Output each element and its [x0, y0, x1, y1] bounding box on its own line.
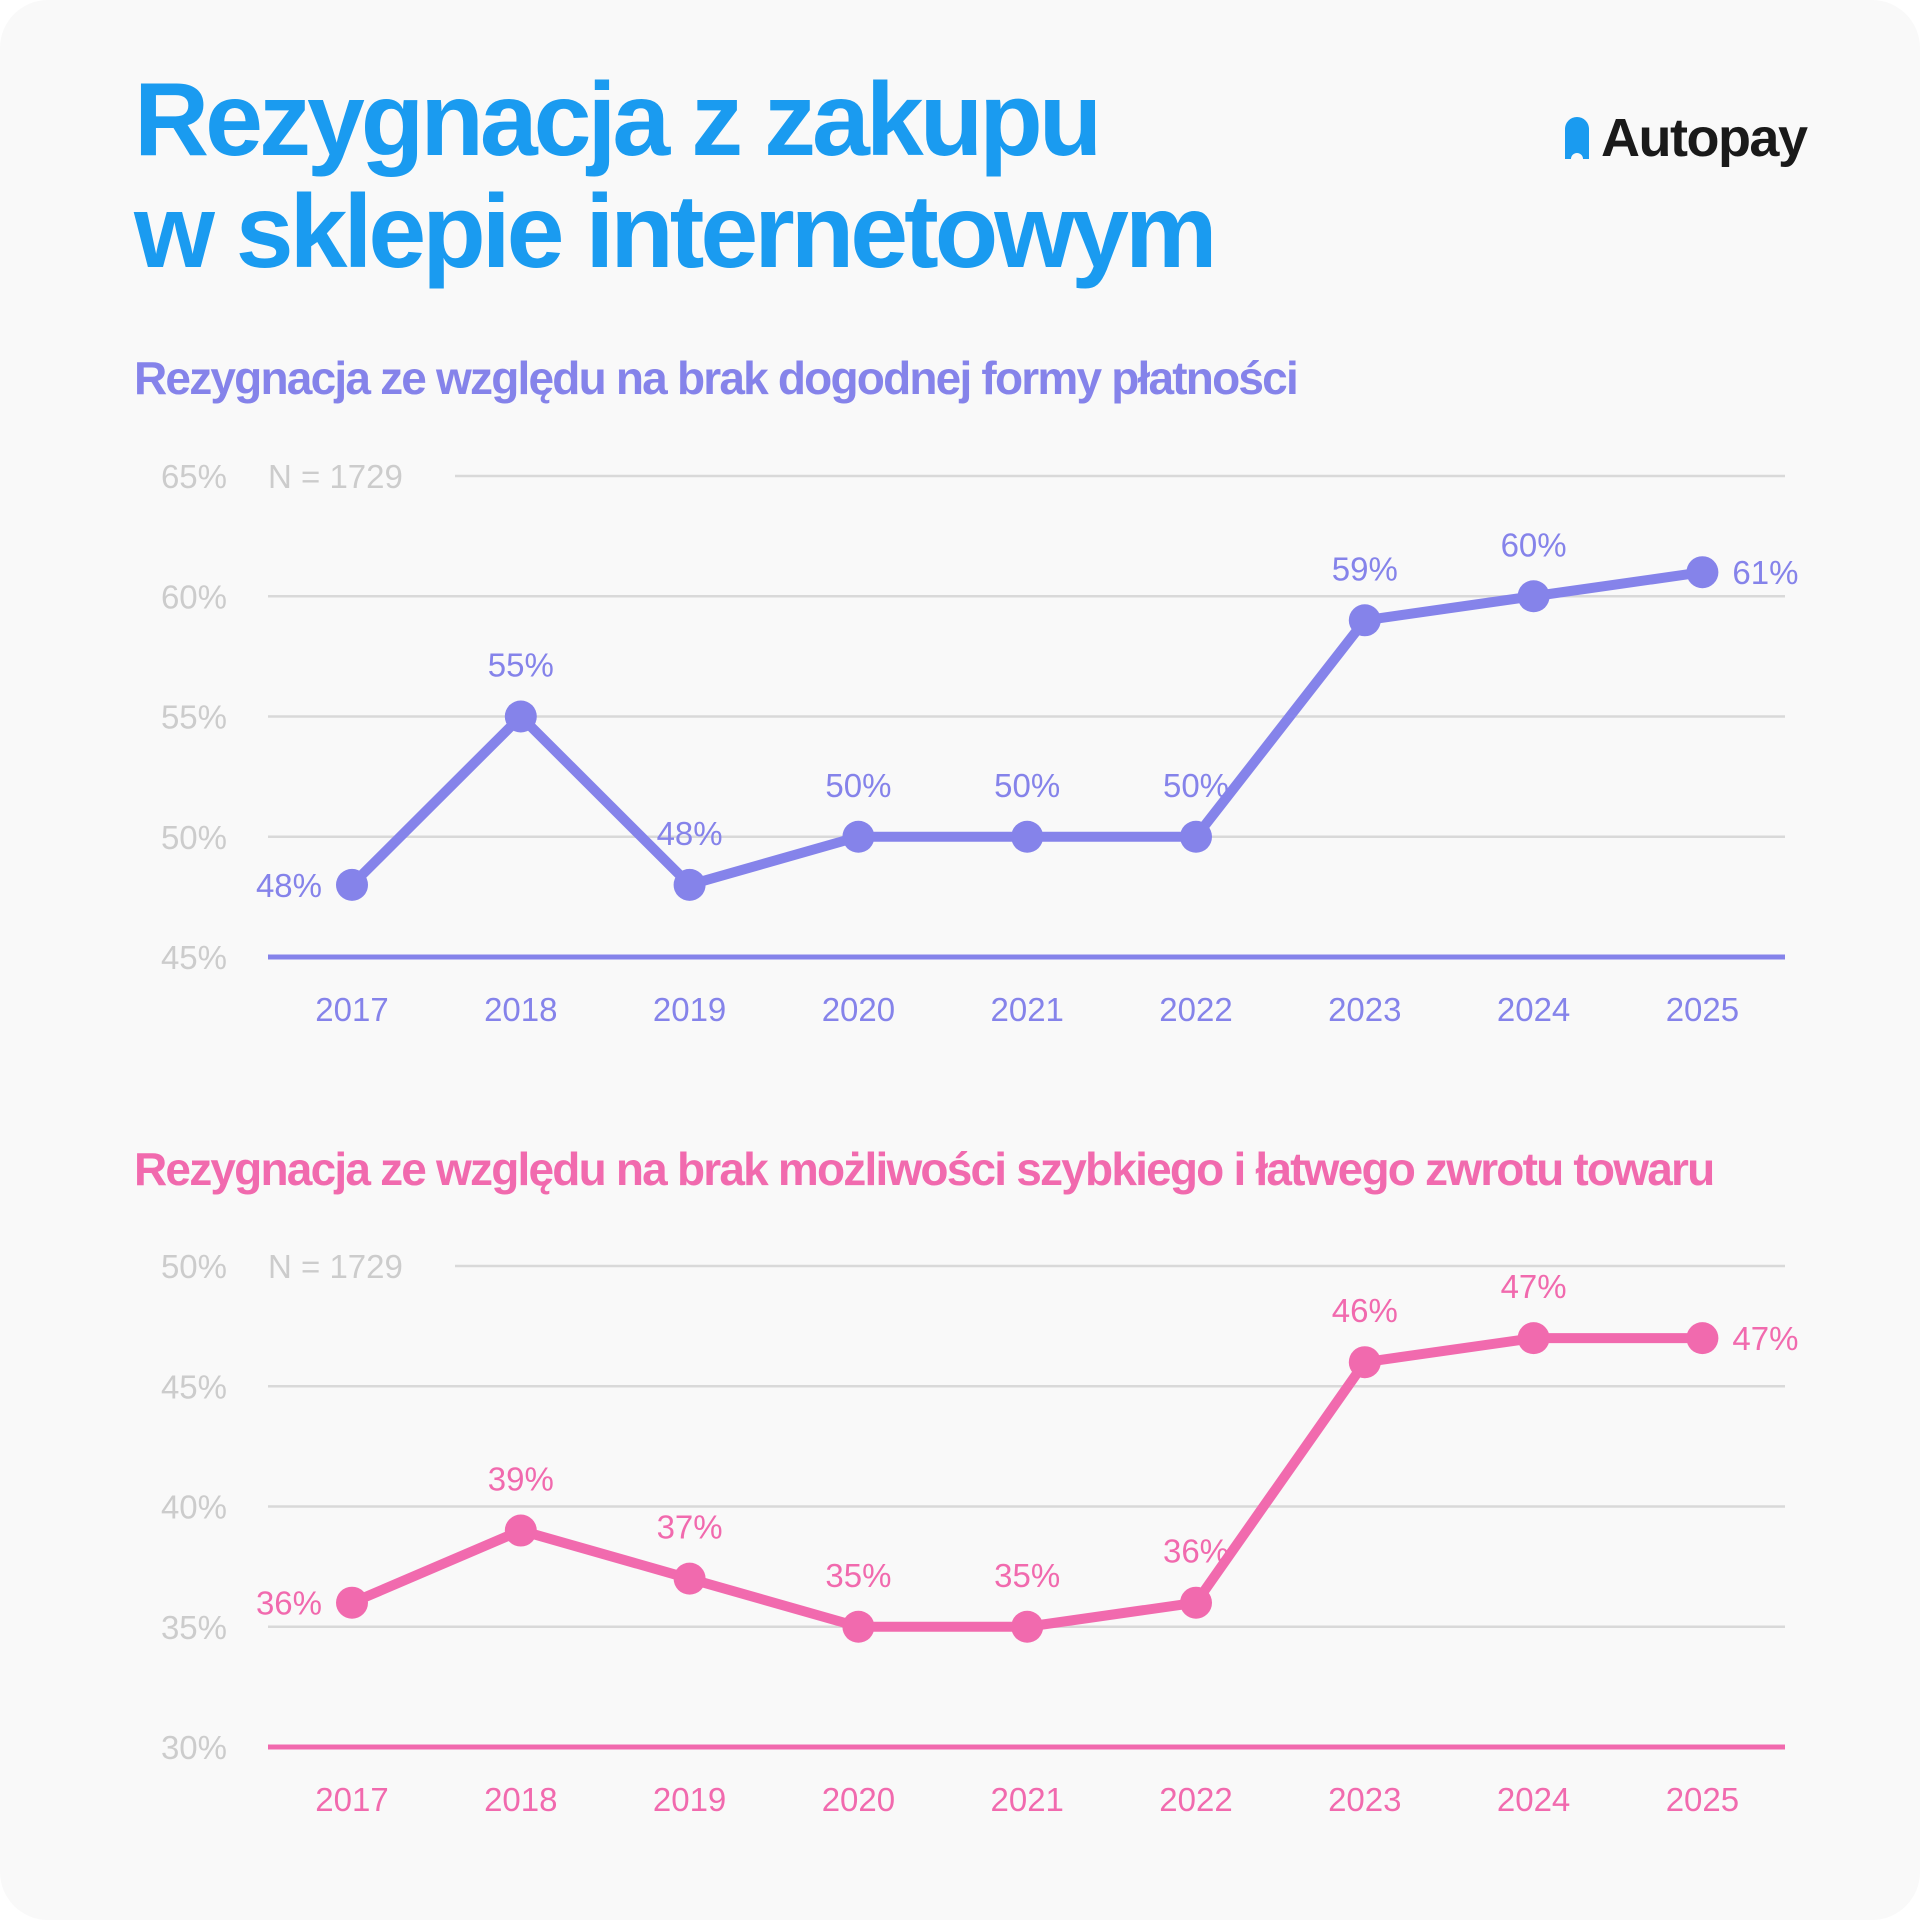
chart-1-data-label: 50% [1163, 767, 1229, 804]
chart-1-data-label: 59% [1332, 550, 1398, 587]
chart-1-xtick-label: 2020 [822, 991, 895, 1028]
chart-1-xtick-label: 2022 [1159, 991, 1232, 1028]
chart-1-xtick-label: 2019 [653, 991, 726, 1028]
chart-1-title: Rezygnacja ze względu na brak dogodnej f… [134, 352, 1299, 404]
chart-1-data-label: 48% [256, 867, 322, 904]
payment-method-chart: 45% 50% 55% 60% 65% N = 1729 48% 55% 48% 50% 50% 50… [161, 458, 1799, 1028]
chart-1-xtick-label: 2018 [484, 991, 557, 1028]
page-title-line-2: w sklepie internetowym [134, 174, 1217, 290]
chart-2-data-label: 35% [994, 1557, 1060, 1594]
chart-2-sample-size-annotation: N = 1729 [268, 1248, 403, 1285]
chart-1-data-label: 61% [1732, 554, 1798, 591]
chart-2-data-label: 46% [1332, 1292, 1398, 1329]
chart-1-xtick-label: 2021 [990, 991, 1063, 1028]
chart-1-data-label: 50% [825, 767, 891, 804]
chart-2-data-label: 36% [1163, 1533, 1229, 1570]
chart-2-title: Rezygnacja ze względu na brak możliwości… [134, 1143, 1715, 1195]
chart-2-data-point [1517, 1322, 1550, 1355]
chart-2-ytick-label: 50% [161, 1248, 227, 1285]
chart-1-xtick-label: 2025 [1666, 991, 1739, 1028]
chart-1-ytick-label: 45% [161, 939, 227, 976]
chart-2-xtick-label: 2022 [1159, 1781, 1232, 1818]
chart-1-data-point [336, 868, 368, 901]
chart-2-data-point [1348, 1346, 1381, 1379]
chart-1-ytick-label: 50% [161, 819, 227, 856]
chart-2-data-label: 39% [488, 1461, 554, 1498]
chart-1-ytick-label: 55% [161, 699, 227, 736]
chart-1-data-label: 50% [994, 767, 1060, 804]
chart-2-data-point [842, 1610, 875, 1643]
chart-2-data-label: 36% [256, 1585, 322, 1622]
chart-1-data-label: 48% [657, 815, 723, 852]
chart-2-data-label: 47% [1501, 1268, 1567, 1305]
return-policy-chart: 30% 35% 40% 45% 50% N = 1729 36% 39% 37% 35% 35% 36… [161, 1248, 1799, 1818]
chart-1-data-point [1686, 556, 1719, 589]
page-title-line-1: Rezygnacja z zakupu [134, 62, 1102, 178]
chart-2-xtick-label: 2020 [822, 1781, 895, 1818]
logo-text: Autopay [1601, 108, 1808, 168]
chart-2-data-label: 35% [825, 1557, 891, 1594]
chart-1-data-point [1011, 820, 1044, 853]
chart-2-xtick-label: 2019 [653, 1781, 726, 1818]
chart-2-data-point [1686, 1322, 1719, 1355]
chart-2-data-point [504, 1514, 537, 1547]
chart-1-data-point [1348, 604, 1381, 637]
chart-2-data-point [336, 1586, 368, 1619]
page-title: Rezygnacja z zakupu w sklepie internetow… [134, 62, 1217, 290]
chart-1-ytick-label: 60% [161, 578, 227, 615]
chart-2-ytick-label: 45% [161, 1368, 227, 1405]
chart-2-xtick-label: 2025 [1666, 1781, 1739, 1818]
chart-2-xtick-label: 2018 [484, 1781, 557, 1818]
chart-1-xtick-label: 2017 [315, 991, 388, 1028]
chart-2-ytick-label: 35% [161, 1609, 227, 1646]
chart-2-xtick-label: 2024 [1497, 1781, 1570, 1818]
chart-1-data-point [504, 700, 537, 733]
chart-2-data-point [1011, 1610, 1044, 1643]
chart-1-data-point [842, 820, 875, 853]
chart-1-xtick-label: 2023 [1328, 991, 1401, 1028]
chart-1-xtick-label: 2024 [1497, 991, 1570, 1028]
autopay-logo: Autopay [1565, 108, 1808, 168]
chart-1-data-point [1180, 820, 1212, 853]
chart-2-ytick-label: 30% [161, 1729, 227, 1766]
chart-1-sample-size-annotation: N = 1729 [268, 458, 403, 495]
chart-2-ytick-label: 40% [161, 1489, 227, 1526]
chart-2-xtick-label: 2021 [990, 1781, 1063, 1818]
bookmark-icon [1565, 117, 1589, 159]
chart-1-data-label: 60% [1501, 526, 1567, 563]
chart-2-xtick-label: 2017 [315, 1781, 388, 1818]
chart-1-ytick-label: 65% [161, 458, 227, 495]
chart-1-data-point [673, 868, 706, 901]
chart-2-data-label: 47% [1732, 1320, 1798, 1357]
chart-1-data-point [1517, 580, 1550, 613]
chart-1-data-label: 55% [488, 647, 554, 684]
chart-2-xtick-label: 2023 [1328, 1781, 1401, 1818]
chart-2-data-label: 37% [657, 1509, 723, 1546]
chart-2-data-point [673, 1562, 706, 1595]
chart-2-data-point [1180, 1586, 1212, 1619]
